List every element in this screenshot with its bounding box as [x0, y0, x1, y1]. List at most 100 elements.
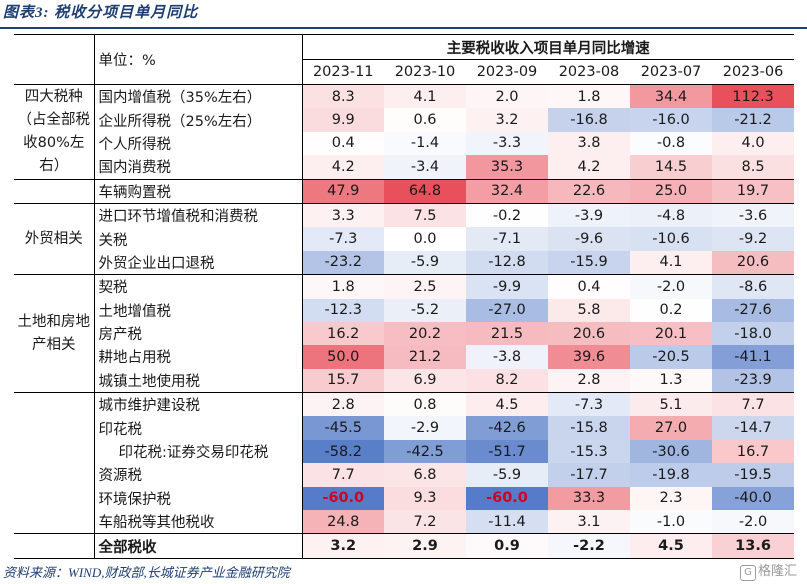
value-cell: 5.8	[548, 298, 630, 322]
table-row: 环境保护税 -60.0 9.3 -60.0 33.3 2.3 -40.0	[14, 486, 795, 511]
group-label: 外贸相关	[14, 202, 94, 275]
value-cell: -60.0	[301, 486, 384, 511]
value-cell: 4.0	[712, 131, 795, 156]
value-cell: -20.5	[630, 345, 712, 369]
value-cell: 3.2	[466, 108, 548, 132]
table-row: 车辆购置税 47.9 64.8 32.4 22.6 25.0 19.7	[14, 178, 795, 204]
value-cell: 7.7	[712, 392, 795, 417]
value-cell: -9.9	[466, 274, 548, 299]
table-row: 资源税 7.7 6.8 -5.9 -17.7 -19.8 -19.5	[14, 463, 795, 487]
value-cell: 112.3	[712, 84, 795, 109]
value-cell: 0.6	[384, 108, 466, 132]
total-value-cell: 0.9	[466, 533, 548, 559]
value-cell: -11.4	[466, 510, 548, 534]
table-row: 车船税等其他税收 24.8 7.2 -11.4 3.1 -1.0 -2.0	[14, 510, 795, 534]
value-cell: 24.8	[301, 510, 384, 534]
row-item: 车辆购置税	[93, 178, 302, 204]
value-cell: 4.2	[301, 155, 384, 180]
watermark-text: 格隆汇	[757, 564, 797, 579]
group-label	[14, 178, 94, 204]
row-item: 进口环节增值税和消费税	[93, 202, 302, 228]
value-cell: 2.5	[384, 274, 466, 299]
value-cell: -14.7	[712, 416, 795, 440]
value-cell: -7.3	[548, 392, 630, 417]
value-cell: 0.2	[630, 298, 712, 322]
value-cell: -16.0	[630, 108, 712, 132]
corner-cell	[14, 34, 94, 85]
value-cell: 3.8	[548, 131, 630, 156]
month-header: 2023-09	[466, 59, 548, 85]
watermark-logo-icon: G	[739, 565, 756, 581]
table-row: 土地和房地产相关 契税 1.8 2.5 -9.9 0.4 -2.0 -8.6	[14, 274, 795, 393]
row-item: 契税	[93, 274, 302, 299]
value-cell: -19.5	[712, 463, 795, 487]
value-cell: 47.9	[301, 178, 384, 204]
value-cell: -51.7	[466, 439, 548, 464]
value-cell: 1.8	[301, 274, 384, 299]
table-row: 印花税:证券交易印花税 -58.2 -42.5 -51.7 -15.3 -30.6 16.7	[14, 439, 795, 464]
value-cell: -15.9	[548, 250, 630, 275]
row-item: 个人所得税	[93, 131, 302, 156]
row-item: 国内消费税	[93, 155, 302, 180]
value-cell: -41.1	[712, 345, 795, 369]
value-cell: -0.2	[466, 202, 548, 228]
value-cell: -42.6	[466, 416, 548, 440]
value-cell: 22.6	[548, 178, 630, 204]
table-header: 主要税收收入项目单月同比增速	[301, 34, 795, 60]
value-cell: -5.2	[384, 298, 466, 322]
month-header: 2023-06	[712, 59, 795, 85]
value-cell: -9.6	[548, 227, 630, 251]
value-cell: -4.8	[630, 202, 712, 228]
value-cell: 9.9	[301, 108, 384, 132]
value-cell: 20.1	[630, 321, 712, 346]
value-cell: -27.0	[466, 298, 548, 322]
group-label: 四大税种（占全部税收80%左右）	[14, 84, 94, 180]
value-cell: -0.8	[630, 131, 712, 156]
value-cell: -17.7	[548, 463, 630, 487]
row-item: 城市维护建设税	[93, 392, 302, 417]
value-cell: -7.3	[301, 227, 384, 251]
value-cell: -60.0	[466, 486, 548, 511]
value-cell: 25.0	[630, 178, 712, 204]
source-note: 资料来源：WIND,财政部,长城证券产业金融研究院	[3, 565, 290, 580]
total-value-cell: 3.2	[301, 533, 384, 559]
value-cell: -15.3	[548, 439, 630, 464]
tax-table: 单位：% 主要税收收入项目单月同比增速 2023-11 2023-10 2023-09 2…	[14, 34, 795, 559]
month-header: 2023-10	[384, 59, 466, 85]
value-cell: -3.9	[548, 202, 630, 228]
value-cell: -3.3	[466, 131, 548, 156]
total-label: 全部税收	[93, 533, 302, 559]
value-cell: 20.6	[548, 321, 630, 346]
table-row: 四大税种（占全部税收80%左右） 国内增值税（35%左右） 8.3 4.1 2.0 1.8…	[14, 84, 795, 180]
value-cell: 27.0	[630, 416, 712, 440]
value-cell: 15.7	[301, 368, 384, 393]
value-cell: 0.8	[384, 392, 466, 417]
value-cell: 8.2	[466, 368, 548, 393]
value-cell: 39.6	[548, 345, 630, 369]
value-cell: -30.6	[630, 439, 712, 464]
value-cell: -3.6	[712, 202, 795, 228]
value-cell: 20.6	[712, 250, 795, 275]
row-item: 环境保护税	[93, 486, 302, 511]
row-item: 房产税	[93, 321, 302, 346]
value-cell: 0.4	[548, 274, 630, 299]
watermark: G 格隆汇	[739, 560, 797, 581]
value-cell: 6.8	[384, 463, 466, 487]
total-value-cell: 13.6	[712, 533, 795, 559]
table-row: 城市维护建设税 2.8 0.8 4.5 -7.3 5.1 7.7	[14, 392, 795, 534]
value-cell: -18.0	[712, 321, 795, 346]
value-cell: -23.2	[301, 250, 384, 275]
value-cell: 8.3	[301, 84, 384, 109]
table-row: 企业所得税（25%左右） 9.9 0.6 3.2 -16.8 -16.0 -21.2	[14, 108, 795, 132]
table-row: 房产税 16.2 20.2 21.5 20.6 20.1 -18.0	[14, 321, 795, 346]
value-cell: 32.4	[466, 178, 548, 204]
value-cell: 4.1	[384, 84, 466, 109]
value-cell: -1.0	[630, 510, 712, 534]
value-cell: -9.2	[712, 227, 795, 251]
value-cell: -40.0	[712, 486, 795, 511]
table-row: 耕地占用税 50.0 21.2 -3.8 39.6 -20.5 -41.1	[14, 345, 795, 369]
value-cell: -19.8	[630, 463, 712, 487]
value-cell: -45.5	[301, 416, 384, 440]
row-item: 城镇土地使用税	[93, 368, 302, 393]
row-item: 资源税	[93, 463, 302, 487]
